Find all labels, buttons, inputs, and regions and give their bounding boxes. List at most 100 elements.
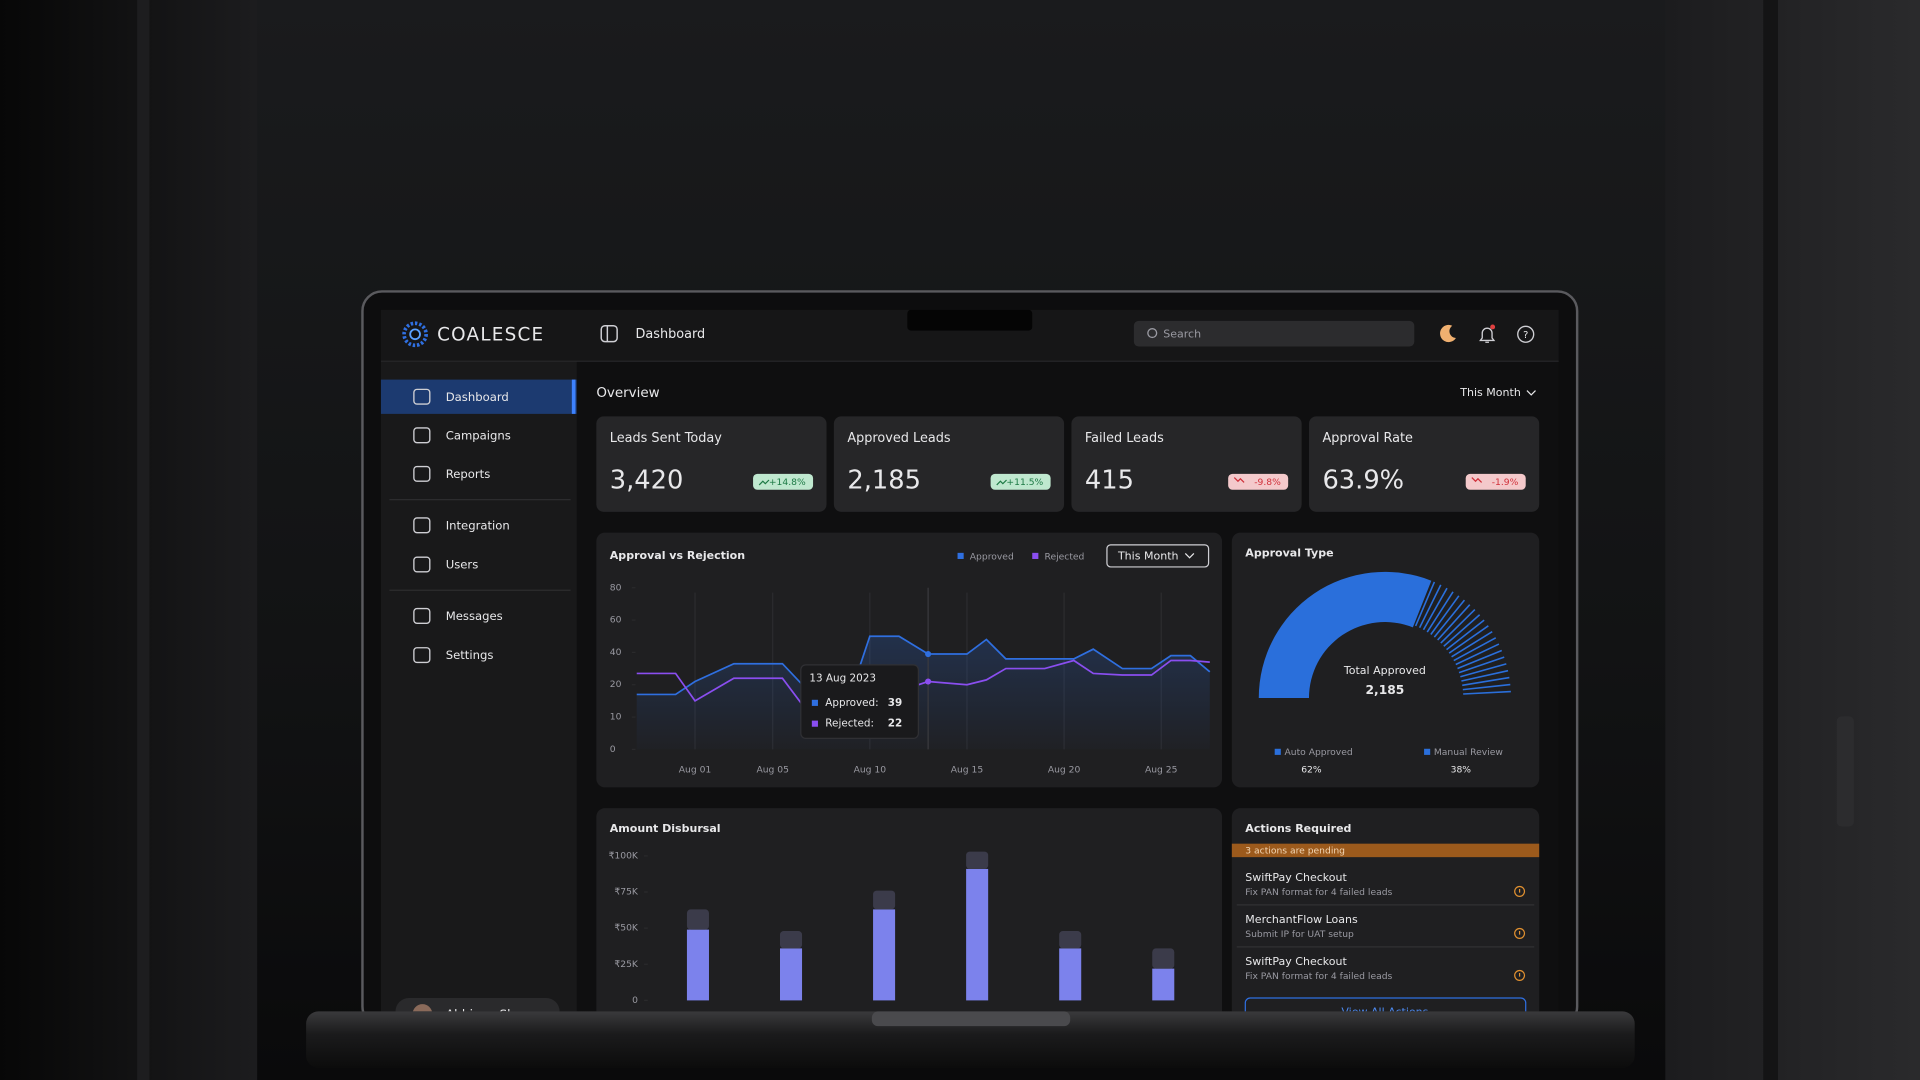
legend-label: Manual Review xyxy=(1434,747,1503,758)
tooltip-value: 39 xyxy=(888,697,902,709)
chart-title: Amount Disbursal xyxy=(610,822,721,835)
notifications[interactable] xyxy=(1479,327,1496,343)
rack-left xyxy=(0,0,258,1080)
center-label: Total Approved xyxy=(1343,664,1426,677)
kpi-change: -9.8% xyxy=(1254,477,1281,488)
view-all-label: View All Actions xyxy=(1341,1006,1428,1019)
hatch xyxy=(1437,604,1471,641)
period-select[interactable]: This Month xyxy=(1459,386,1521,399)
kpi-badge xyxy=(1228,473,1289,490)
x-tick-label: Aug 25 xyxy=(1145,765,1178,776)
tooltip-title: 13 Aug 2023 xyxy=(809,672,876,684)
nav-item[interactable]: Integration xyxy=(446,518,510,532)
y-tick-label: 0 xyxy=(610,744,616,755)
avatar xyxy=(412,1004,432,1012)
action-title[interactable]: SwiftPay Checkout xyxy=(1245,955,1347,968)
nav-item[interactable]: Campaigns xyxy=(446,428,511,442)
legend-value: 62% xyxy=(1301,765,1322,776)
period-select[interactable] xyxy=(1106,544,1210,568)
theme-toggle[interactable] xyxy=(1440,324,1456,343)
warning-icon xyxy=(1514,885,1526,897)
bar xyxy=(686,929,709,1001)
hatch xyxy=(1451,631,1493,658)
nav-icon xyxy=(413,517,431,534)
hatch xyxy=(1446,619,1485,651)
legend-label: Auto Approved xyxy=(1284,747,1352,758)
hatch xyxy=(1460,663,1507,678)
rack-rail xyxy=(1763,0,1778,1080)
rack-rail xyxy=(137,0,150,1080)
card xyxy=(1231,808,1540,1012)
hatch xyxy=(1462,676,1510,687)
y-tick-label: ₹50K xyxy=(614,923,639,934)
nav-item[interactable]: Reports xyxy=(446,467,491,481)
help[interactable] xyxy=(1517,325,1535,343)
bar xyxy=(1059,948,1082,1001)
hatch xyxy=(1433,599,1466,638)
hatch xyxy=(1426,591,1454,633)
search-box[interactable] xyxy=(1133,320,1415,347)
kpi-badge xyxy=(753,473,814,490)
trend-icon xyxy=(758,479,770,486)
screen: COALESCE Dashboard Search ? Dashboard Cam… xyxy=(380,309,1559,1025)
nav-item[interactable]: Settings xyxy=(446,648,494,662)
y-tick-label: ₹100K xyxy=(609,850,639,861)
action-detail: Fix PAN format for 4 failed leads xyxy=(1245,887,1392,898)
laptop-base xyxy=(306,1011,1635,1068)
legend-value: 38% xyxy=(1451,765,1472,776)
action-title[interactable]: MerchantFlow Loans xyxy=(1245,913,1358,926)
kpi-change: +14.8% xyxy=(769,477,806,488)
bar xyxy=(780,931,803,949)
kpi-change: -1.9% xyxy=(1492,477,1519,488)
action-detail: Submit IP for UAT setup xyxy=(1245,929,1354,940)
bar xyxy=(1152,968,1175,1001)
nav-item[interactable]: Users xyxy=(446,558,479,572)
hatch xyxy=(1430,595,1460,635)
kpi-change: +11.5% xyxy=(1006,477,1043,488)
bar xyxy=(966,868,989,1001)
bar xyxy=(873,909,896,1001)
sidebar-toggle[interactable] xyxy=(600,324,618,343)
bar xyxy=(780,948,803,1001)
bar xyxy=(1152,948,1175,969)
view-all-button[interactable] xyxy=(1244,997,1527,1025)
nav-icon xyxy=(413,465,431,482)
x-tick-label: Aug 01 xyxy=(679,765,712,776)
y-tick-label: 60 xyxy=(610,615,622,626)
search-icon xyxy=(1147,327,1158,339)
chevron xyxy=(1184,553,1195,559)
warning-icon xyxy=(1514,969,1526,981)
chart-title: Approval Type xyxy=(1245,546,1333,559)
period-label: This Month xyxy=(1117,550,1179,563)
kpi-value: 3,420 xyxy=(610,466,684,496)
bar xyxy=(873,890,896,910)
hatch xyxy=(1462,683,1511,691)
search-placeholder: Search xyxy=(1163,327,1201,340)
chart-title: Approval vs Rejection xyxy=(610,549,745,562)
y-tick-label: 0 xyxy=(632,995,638,1006)
tooltip-value: 22 xyxy=(888,718,902,730)
rack-handle xyxy=(1836,716,1854,827)
legend-label: Approved xyxy=(970,552,1014,563)
legend-swatch xyxy=(1032,552,1039,559)
kpi-value: 415 xyxy=(1085,466,1134,496)
nav-item[interactable]: Dashboard xyxy=(446,390,509,404)
kpi-value: 63.9% xyxy=(1322,466,1404,496)
logo xyxy=(409,328,421,341)
x-tick-label: Aug 05 xyxy=(756,765,789,776)
tooltip xyxy=(800,664,919,739)
y-tick-label: ₹75K xyxy=(614,887,639,898)
user-chip[interactable] xyxy=(395,997,560,1025)
nav-item[interactable]: Messages xyxy=(446,609,503,623)
nav-icon xyxy=(413,647,431,664)
action-title[interactable]: SwiftPay Checkout xyxy=(1245,871,1347,884)
nav-icon xyxy=(413,388,431,405)
hatch xyxy=(1453,637,1497,662)
nav-icon xyxy=(413,427,431,444)
kpi-badge xyxy=(990,473,1051,490)
hatch xyxy=(1443,614,1481,647)
hatch xyxy=(1463,690,1511,695)
action-list: SwiftPay Checkout Fix PAN format for 4 fa… xyxy=(1236,871,1535,982)
tooltip-label: Rejected: xyxy=(825,718,874,730)
section-title: Overview xyxy=(596,386,659,401)
